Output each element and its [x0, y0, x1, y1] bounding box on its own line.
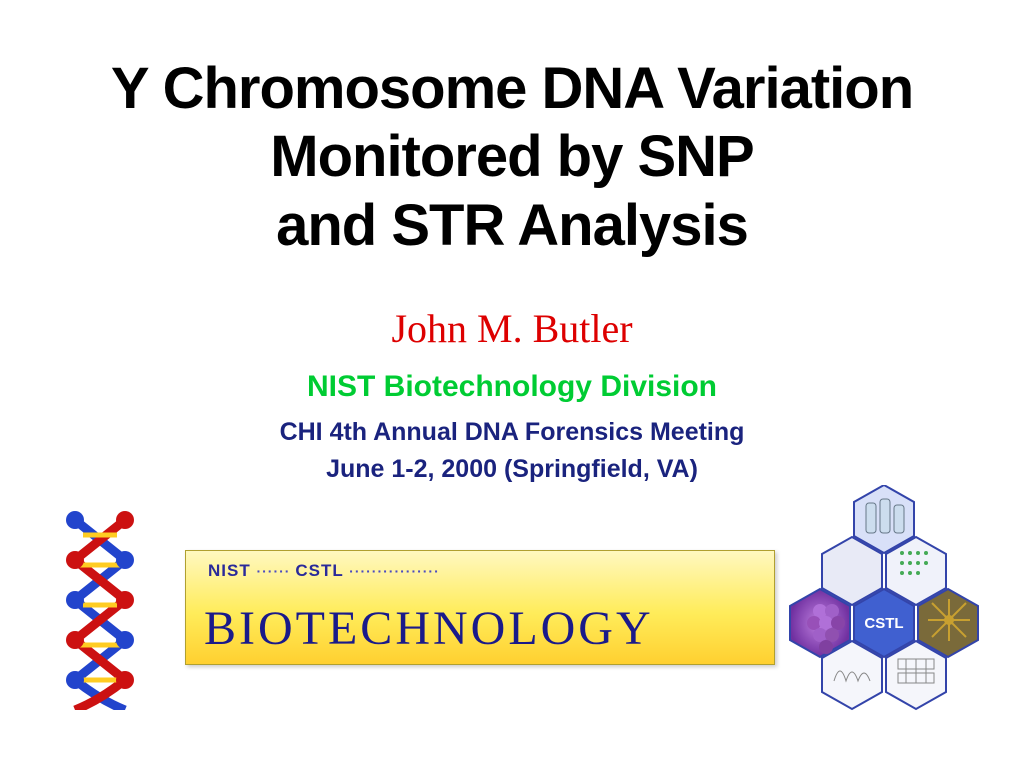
banner-main-text: BIOTECHNOLOGY [204, 601, 654, 656]
banner-org1: NIST [208, 561, 251, 580]
slide-title: Y Chromosome DNA Variation Monitored by … [0, 55, 1024, 260]
banner-orgs: NIST ······ CSTL ················ [208, 561, 440, 581]
biotech-banner: NIST ······ CSTL ················ BIOTEC… [185, 550, 775, 665]
author-name: John M. Butler [0, 305, 1024, 352]
title-line-1: Y Chromosome DNA Variation [111, 56, 913, 121]
division-label: NIST Biotechnology Division [0, 370, 1024, 404]
title-line-3: and STR Analysis [276, 193, 748, 258]
banner-org2: CSTL [295, 561, 343, 580]
hexagon-cluster-icon: CSTL [774, 485, 994, 715]
dna-helix-icon [55, 510, 145, 710]
meeting-label: CHI 4th Annual DNA Forensics Meeting [0, 418, 1024, 447]
banner-dots-2: ················ [349, 563, 440, 579]
title-line-2: Monitored by SNP [270, 124, 753, 189]
banner-dots-1: ······ [256, 563, 295, 579]
date-location-label: June 1-2, 2000 (Springfield, VA) [0, 455, 1024, 484]
cstl-badge-text: CSTL [864, 615, 903, 632]
